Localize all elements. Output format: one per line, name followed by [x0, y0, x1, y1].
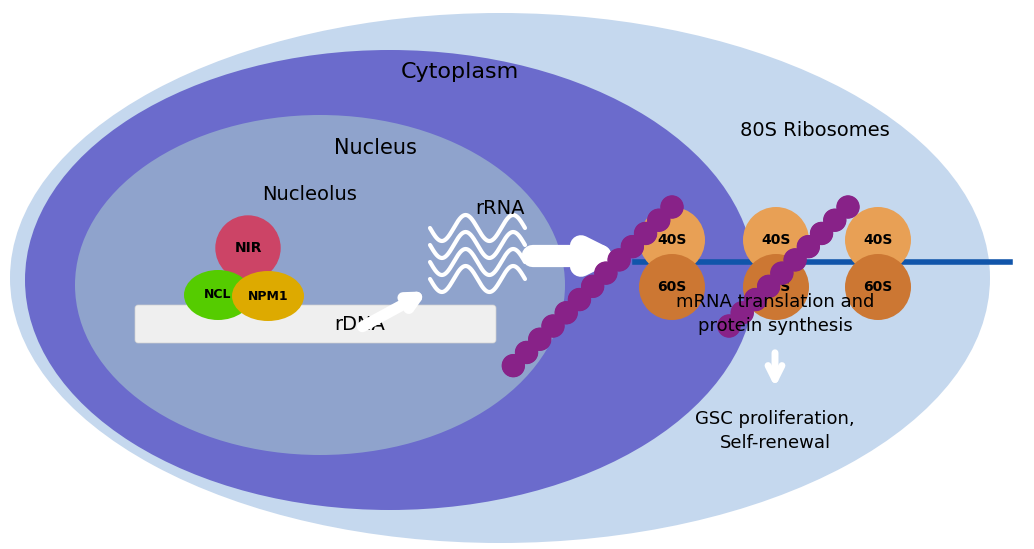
Circle shape: [744, 289, 766, 311]
Text: 60S: 60S: [761, 280, 791, 294]
Circle shape: [216, 216, 280, 280]
Text: 60S: 60S: [658, 280, 687, 294]
Ellipse shape: [10, 13, 990, 543]
Circle shape: [503, 355, 524, 377]
Circle shape: [647, 209, 670, 231]
Text: rDNA: rDNA: [335, 316, 386, 334]
Text: NIR: NIR: [235, 241, 262, 255]
Circle shape: [784, 249, 807, 271]
Circle shape: [582, 276, 604, 298]
Text: 40S: 40S: [863, 233, 892, 247]
Circle shape: [743, 254, 809, 320]
Circle shape: [635, 222, 657, 244]
Circle shape: [771, 262, 793, 284]
Text: 80S Ribosomes: 80S Ribosomes: [740, 120, 890, 139]
Circle shape: [569, 289, 590, 311]
Text: rRNA: rRNA: [476, 199, 524, 217]
Text: NCL: NCL: [205, 289, 232, 301]
Circle shape: [845, 254, 911, 320]
Ellipse shape: [75, 115, 565, 455]
FancyBboxPatch shape: [135, 305, 496, 343]
Text: Nucleus: Nucleus: [334, 138, 417, 158]
Text: GSC proliferation,
Self-renewal: GSC proliferation, Self-renewal: [695, 410, 855, 452]
Circle shape: [718, 315, 740, 337]
Ellipse shape: [25, 50, 755, 510]
Ellipse shape: [184, 270, 252, 320]
Circle shape: [542, 315, 564, 337]
Text: 40S: 40S: [761, 233, 791, 247]
Circle shape: [608, 249, 630, 271]
Circle shape: [595, 262, 617, 284]
Circle shape: [758, 276, 780, 298]
Circle shape: [621, 236, 643, 257]
Circle shape: [639, 207, 705, 273]
Text: mRNA translation and
protein synthesis: mRNA translation and protein synthesis: [676, 293, 874, 335]
Text: Nucleolus: Nucleolus: [263, 186, 358, 204]
Circle shape: [516, 341, 538, 363]
Text: 40S: 40S: [658, 233, 687, 247]
Text: NPM1: NPM1: [248, 289, 288, 302]
Circle shape: [797, 236, 819, 257]
Circle shape: [528, 328, 551, 350]
Circle shape: [743, 207, 809, 273]
Circle shape: [639, 254, 705, 320]
Circle shape: [555, 302, 577, 324]
Text: Cytoplasm: Cytoplasm: [401, 62, 519, 82]
Circle shape: [811, 222, 832, 244]
Text: 60S: 60S: [863, 280, 892, 294]
Circle shape: [731, 302, 753, 324]
Circle shape: [837, 196, 859, 218]
Circle shape: [845, 207, 911, 273]
Circle shape: [661, 196, 683, 218]
Ellipse shape: [232, 271, 304, 321]
Circle shape: [824, 209, 846, 231]
